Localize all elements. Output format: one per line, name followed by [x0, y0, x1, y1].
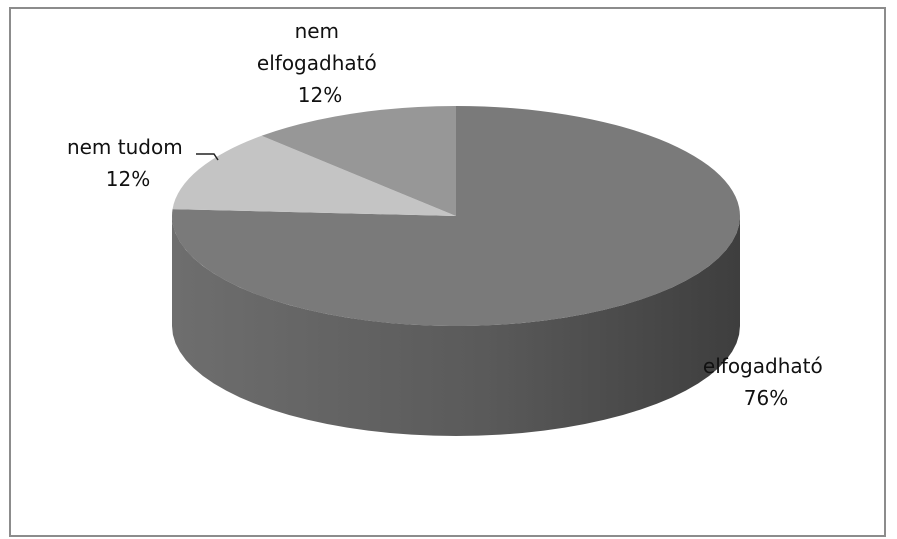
pie-layer: [171, 106, 740, 436]
label-nem-tudom-name: nem tudom: [67, 135, 183, 159]
label-nem-elfogadhato: nem elfogadható 12%: [257, 19, 383, 107]
label-elfogadhato-name: elfogadható: [703, 354, 823, 378]
label-nem-elfogadhato-line1: nem: [295, 19, 339, 43]
slice-side-elfogadhato: [172, 216, 740, 436]
label-elfogadhato: elfogadható 76%: [703, 354, 829, 410]
label-nem-elfogadhato-pct: 12%: [298, 83, 342, 107]
label-layer: elfogadható 76% nem tudom 12% nem elfoga…: [67, 19, 829, 410]
slice-top-nem-tudom: [172, 135, 456, 216]
slice-top-nem-elfogadhato: [261, 106, 456, 216]
label-elfogadhato-pct: 76%: [744, 386, 788, 410]
label-nem-elfogadhato-line2: elfogadható: [257, 51, 377, 75]
label-nem-tudom: nem tudom 12%: [67, 135, 189, 191]
label-nem-tudom-pct: 12%: [106, 167, 150, 191]
slice-top-elfogadhato: [171, 106, 740, 327]
leader-line-nem-tudom: [196, 153, 219, 161]
